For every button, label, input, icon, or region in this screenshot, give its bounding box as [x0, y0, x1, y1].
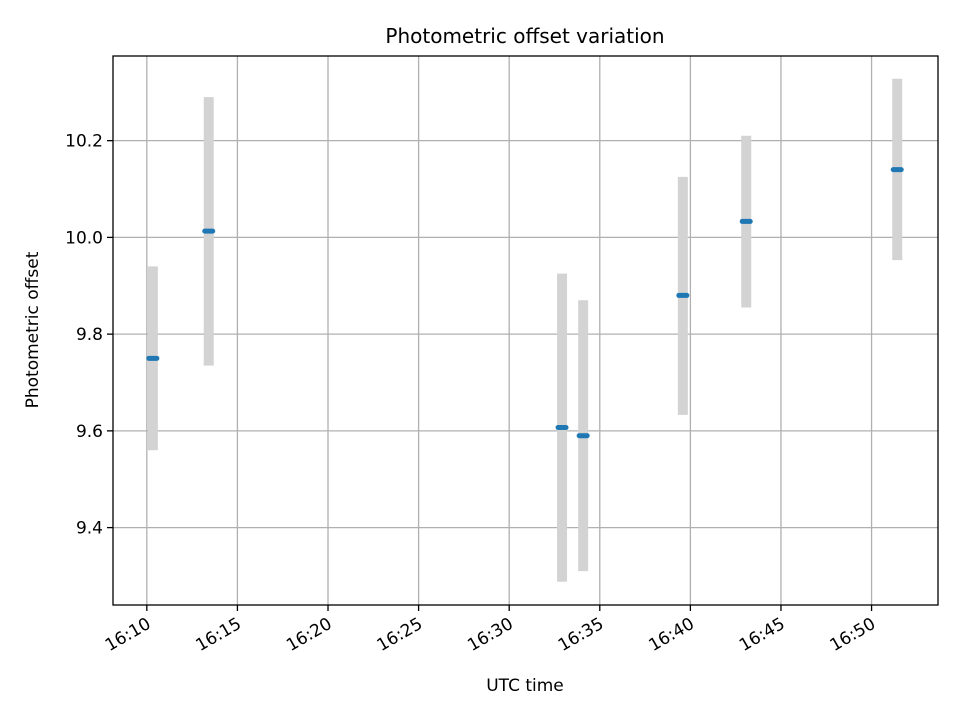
y-tick-label: 9.8 [76, 325, 103, 345]
chart-title: Photometric offset variation [385, 24, 664, 48]
y-axis-label: Photometric offset [23, 251, 43, 408]
y-tick-label: 9.4 [76, 519, 103, 539]
plot-frame [112, 55, 939, 606]
y-tick-label: 10.2 [65, 132, 103, 152]
y-tick-label: 9.6 [76, 422, 103, 442]
y-tick-label: 10.0 [65, 228, 103, 248]
grid [113, 56, 938, 605]
x-axis-label: UTC time [486, 676, 564, 696]
data-points [146, 167, 904, 439]
